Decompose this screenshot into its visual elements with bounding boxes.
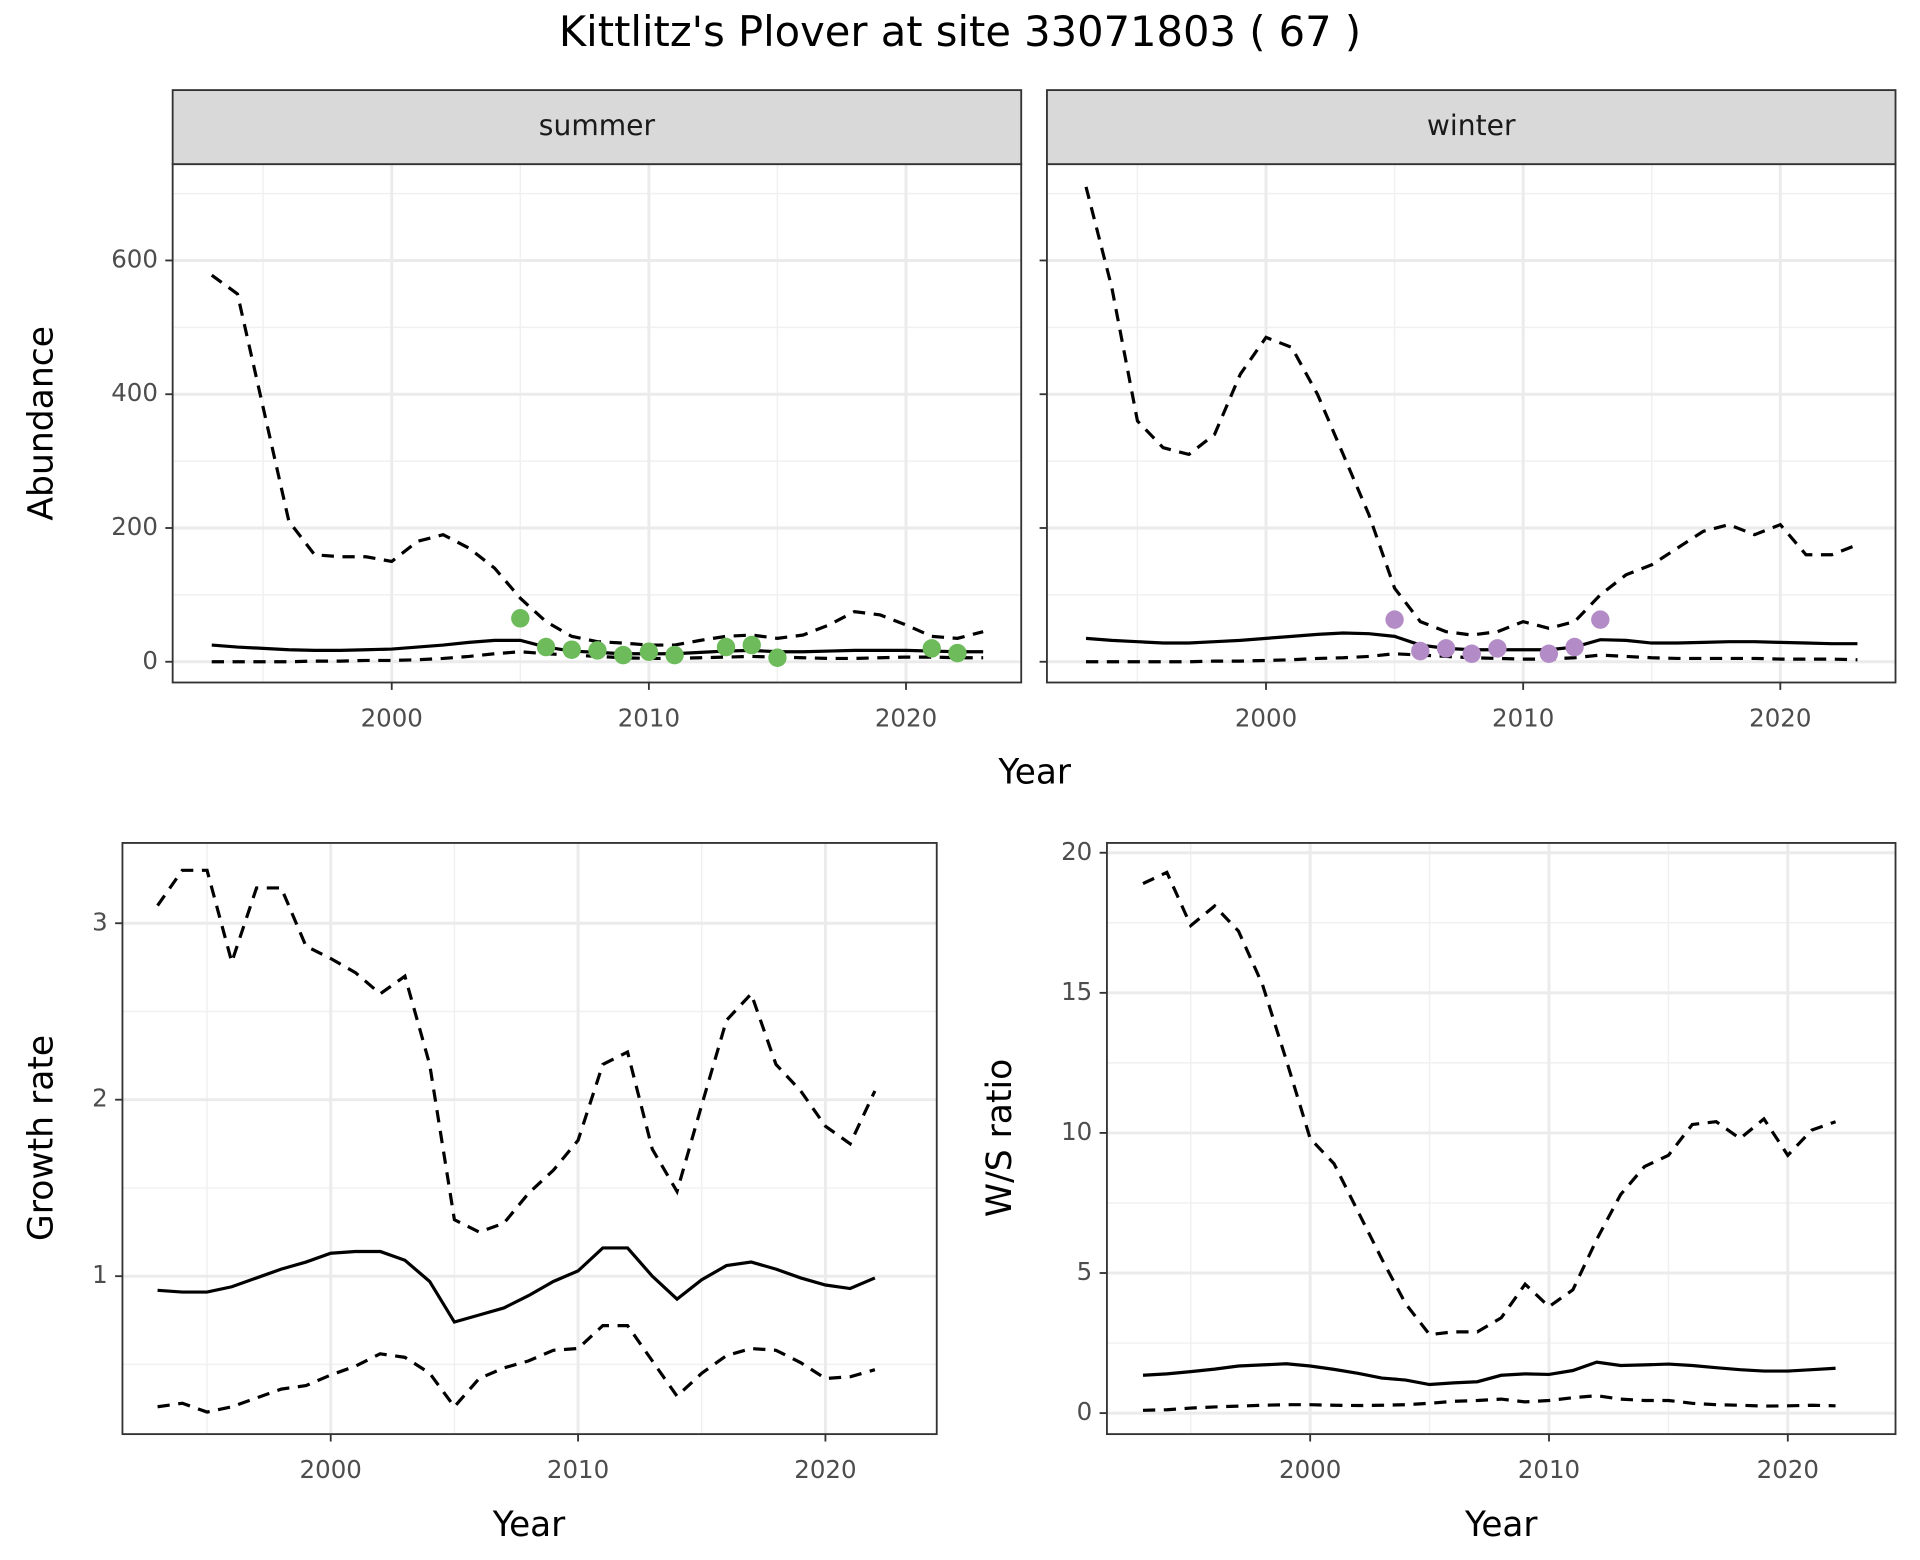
observed-point: [922, 639, 941, 658]
y-tick-label: 5: [1077, 1257, 1093, 1286]
observed-point: [639, 642, 659, 661]
observed-point: [1385, 610, 1404, 629]
x-axis-label: Year: [1464, 1505, 1538, 1545]
observed-point: [768, 648, 787, 668]
y-tick-label: 600: [111, 244, 158, 273]
x-tick-label: 2020: [1749, 703, 1811, 732]
y-axis-label: Abundance: [21, 326, 61, 521]
x-tick-label: 2010: [547, 1455, 609, 1484]
observed-point: [562, 640, 581, 659]
panel-border: [1106, 842, 1897, 1436]
series-line: [157, 1246, 876, 1324]
observed-point: [716, 637, 736, 657]
series-line: [156, 868, 877, 1234]
observed-point: [1591, 610, 1610, 629]
x-axis-label: Year: [997, 752, 1071, 792]
observed-point: [1488, 639, 1507, 658]
y-axis-label: Growth rate: [21, 1035, 61, 1241]
observed-point: [1539, 644, 1559, 663]
observed-point: [588, 641, 607, 660]
strip-label: summer: [539, 109, 656, 142]
series-line: [1142, 1394, 1836, 1412]
x-axis-label: Year: [492, 1505, 566, 1545]
figure-title: Kittlitz's Plover at site 33071803 ( 67 …: [559, 7, 1361, 56]
strip: [171, 89, 1023, 166]
series-line: [157, 1323, 876, 1414]
panel-border: [121, 842, 938, 1436]
strip-label: winter: [1427, 109, 1516, 142]
x-tick-label: 2010: [618, 703, 680, 732]
y-tick-label: 0: [1077, 1397, 1093, 1426]
x-tick-label: 2000: [361, 703, 423, 732]
series-line: [1084, 186, 1859, 637]
panel-background: [172, 164, 1022, 683]
y-tick-label: 1: [92, 1260, 108, 1289]
y-tick-label: 400: [111, 378, 158, 407]
observed-point: [1565, 637, 1584, 657]
observed-point: [536, 637, 556, 657]
x-tick-label: 2010: [1492, 703, 1554, 732]
observed-point: [1462, 644, 1481, 663]
x-tick-label: 2000: [1235, 703, 1297, 732]
panel-background: [122, 842, 937, 1435]
x-tick-label: 2000: [300, 1455, 362, 1484]
x-tick-label: 2020: [1757, 1455, 1819, 1484]
x-tick-label: 2020: [794, 1455, 856, 1484]
observed-point: [511, 609, 530, 628]
y-tick-label: 3: [92, 907, 108, 936]
y-tick-label: 15: [1061, 977, 1092, 1006]
x-tick-label: 2000: [1279, 1455, 1341, 1484]
observed-point: [948, 643, 967, 663]
panel-background: [1046, 164, 1896, 683]
series-line: [1142, 870, 1837, 1337]
observed-point: [665, 645, 684, 665]
x-tick-label: 2010: [1518, 1455, 1580, 1484]
x-tick-label: 2020: [875, 703, 937, 732]
y-tick-label: 2: [92, 1084, 108, 1113]
y-tick-label: 200: [111, 512, 158, 541]
observed-point: [613, 645, 633, 665]
observed-point: [742, 635, 761, 655]
strip: [1046, 89, 1897, 166]
y-tick-label: 20: [1061, 837, 1092, 866]
y-axis-label: W/S ratio: [980, 1059, 1020, 1217]
series-line: [1142, 1360, 1836, 1387]
y-tick-label: 10: [1061, 1117, 1092, 1146]
y-tick-label: 0: [142, 646, 158, 675]
observed-point: [1411, 641, 1430, 661]
observed-point: [1436, 639, 1456, 658]
panel-background: [1106, 842, 1896, 1435]
